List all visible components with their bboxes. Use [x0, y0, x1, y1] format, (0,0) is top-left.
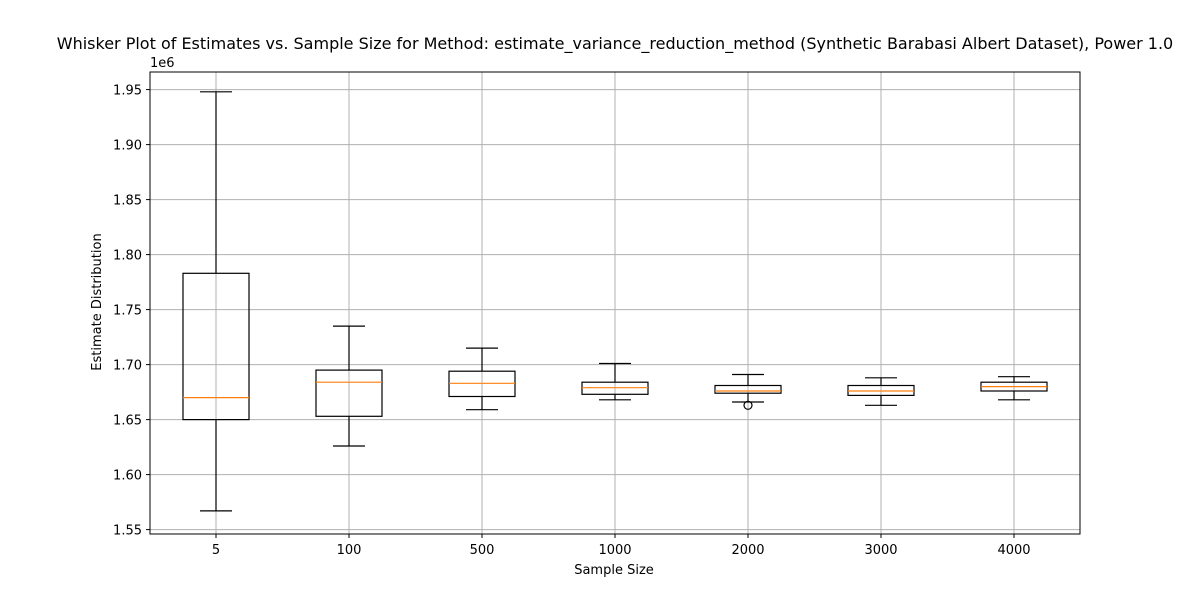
box-group-1000: [581, 362, 649, 401]
x-axis-label: Sample Size: [574, 563, 654, 578]
y-tick-label: 1.85: [113, 194, 142, 209]
y-tick-label: 1.75: [113, 304, 142, 319]
y-tick-label: 1.95: [113, 84, 142, 99]
grid-lines: [150, 72, 1080, 534]
box-group-500: [448, 347, 516, 411]
box-group-2000: [714, 373, 782, 410]
x-tick-label: 100: [337, 543, 362, 558]
chart-title: Whisker Plot of Estimates vs. Sample Siz…: [57, 34, 1173, 54]
box-group-100: [315, 325, 383, 447]
box-group-3000: [847, 377, 915, 406]
x-tick-label: 5: [212, 543, 220, 558]
y-tick-label: 1.60: [113, 469, 142, 484]
y-tick-label: 1.80: [113, 249, 142, 264]
y-axis-offset-label: 1e6: [150, 56, 175, 71]
x-tick-label: 3000: [864, 543, 897, 558]
x-tick-label: 4000: [997, 543, 1030, 558]
x-tick-label: 1000: [598, 543, 631, 558]
box-group-4000: [980, 376, 1048, 401]
y-tick-label: 1.90: [113, 139, 142, 154]
y-axis-label: Estimate Distribution: [90, 233, 105, 370]
y-tick-label: 1.65: [113, 414, 142, 429]
outlier-point: [743, 400, 753, 410]
y-tick-label: 1.55: [113, 524, 142, 539]
x-tick-label: 2000: [731, 543, 764, 558]
box-marks: [182, 91, 1048, 512]
axis-ticks: 1.55 1.60 1.65 1.70 1.75 1.80 1.85 1.90 1.95 5 100…: [113, 84, 1031, 558]
y-tick-label: 1.70: [113, 359, 142, 374]
x-tick-label: 500: [470, 543, 495, 558]
box-group-5: [182, 91, 250, 512]
